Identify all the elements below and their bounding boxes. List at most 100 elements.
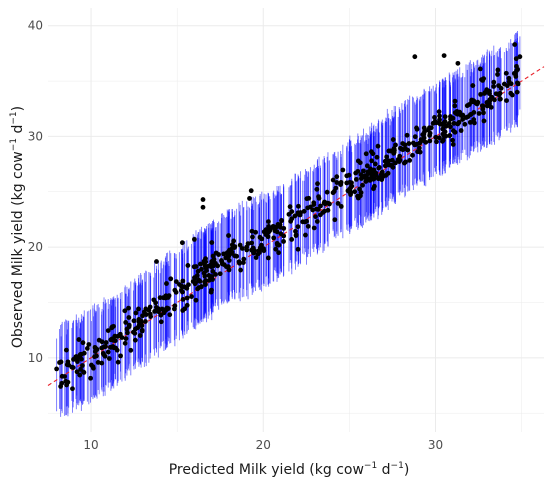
data-point xyxy=(420,138,426,143)
data-point xyxy=(261,229,267,235)
prediction-intervals xyxy=(56,30,521,417)
data-point xyxy=(219,258,224,263)
tick-labels: 10 20 30 10 20 30 40 xyxy=(28,19,443,452)
data-point xyxy=(151,297,157,303)
y-tick-label: 40 xyxy=(28,19,43,33)
data-point xyxy=(265,255,271,261)
data-point xyxy=(412,54,418,60)
data-point xyxy=(197,261,203,267)
data-point xyxy=(491,84,497,89)
data-point xyxy=(511,70,517,76)
data-point xyxy=(115,359,121,365)
data-point xyxy=(369,158,375,164)
data-point xyxy=(352,189,358,195)
data-point xyxy=(199,266,204,272)
data-point xyxy=(311,202,317,207)
data-point xyxy=(402,142,408,148)
data-point xyxy=(316,194,321,200)
data-point xyxy=(303,232,308,238)
data-point xyxy=(281,233,287,239)
data-point xyxy=(508,90,514,96)
data-point xyxy=(463,115,469,120)
data-point xyxy=(103,340,109,345)
data-point xyxy=(470,83,476,88)
data-point xyxy=(271,235,277,241)
data-point xyxy=(75,359,80,364)
data-point xyxy=(458,128,464,133)
data-point xyxy=(59,373,65,379)
data-point xyxy=(136,306,141,312)
data-point xyxy=(380,172,385,178)
data-point xyxy=(314,219,320,224)
data-point xyxy=(64,362,70,368)
data-point xyxy=(247,196,252,201)
data-point xyxy=(131,329,136,335)
data-point xyxy=(301,208,307,214)
data-point xyxy=(450,115,456,121)
data-point xyxy=(366,176,372,182)
data-point xyxy=(437,117,442,123)
data-point xyxy=(401,160,407,166)
data-point xyxy=(225,264,231,269)
data-point xyxy=(503,70,509,76)
data-point xyxy=(478,91,483,97)
data-point xyxy=(372,161,378,167)
data-point xyxy=(410,152,415,158)
data-point xyxy=(105,349,111,355)
data-point xyxy=(311,225,317,231)
data-point xyxy=(355,158,361,164)
data-point xyxy=(182,284,187,290)
data-point xyxy=(128,347,134,353)
data-point xyxy=(77,372,83,378)
data-point xyxy=(115,333,121,339)
data-point xyxy=(193,297,199,303)
data-point xyxy=(221,262,227,268)
data-point xyxy=(450,142,456,147)
data-point xyxy=(168,276,174,282)
data-point xyxy=(250,234,255,240)
data-point xyxy=(234,253,240,259)
data-point xyxy=(273,246,279,252)
data-point xyxy=(226,257,232,263)
data-point xyxy=(165,306,171,311)
data-point xyxy=(167,312,173,318)
data-point xyxy=(349,180,354,186)
data-point xyxy=(95,359,101,365)
data-point xyxy=(196,277,202,283)
data-point xyxy=(274,229,280,235)
data-point xyxy=(248,188,254,194)
data-point xyxy=(414,126,420,132)
data-point xyxy=(54,366,60,372)
data-point xyxy=(421,131,427,137)
data-point xyxy=(239,246,245,251)
data-point xyxy=(249,240,255,246)
data-point xyxy=(338,180,344,185)
data-point xyxy=(70,386,75,392)
data-point xyxy=(406,141,412,146)
data-point xyxy=(455,121,461,127)
data-point xyxy=(484,100,490,105)
data-point xyxy=(451,120,457,126)
data-point xyxy=(514,63,519,69)
data-point xyxy=(325,207,331,213)
data-point xyxy=(482,91,487,96)
data-point xyxy=(64,382,70,388)
data-point xyxy=(286,211,292,217)
data-point xyxy=(109,344,114,350)
data-point xyxy=(178,287,184,293)
data-point xyxy=(191,236,197,242)
data-point xyxy=(180,278,186,284)
data-point xyxy=(105,328,111,334)
data-point xyxy=(296,203,301,209)
data-point xyxy=(80,363,85,368)
data-point xyxy=(267,226,273,232)
data-point xyxy=(495,67,501,73)
data-point xyxy=(428,125,434,131)
data-point xyxy=(261,248,267,254)
data-point xyxy=(241,256,247,262)
data-point xyxy=(468,112,473,118)
data-point xyxy=(148,314,154,319)
data-point xyxy=(89,362,94,368)
data-point xyxy=(101,344,107,350)
data-point xyxy=(92,345,98,350)
